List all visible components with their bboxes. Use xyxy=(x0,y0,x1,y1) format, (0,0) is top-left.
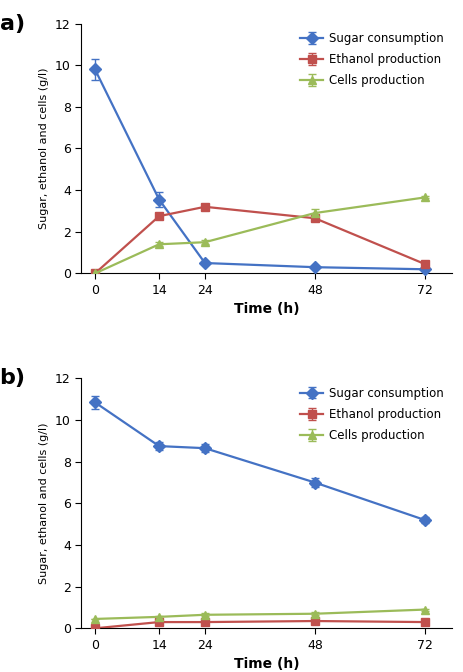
X-axis label: Time (h): Time (h) xyxy=(233,302,299,317)
Y-axis label: Sugar, ethanol and cells (g/l): Sugar, ethanol and cells (g/l) xyxy=(39,423,49,584)
Text: a): a) xyxy=(0,13,25,34)
Y-axis label: Sugar, ethanol and cells (g/l): Sugar, ethanol and cells (g/l) xyxy=(39,68,49,229)
X-axis label: Time (h): Time (h) xyxy=(233,657,299,671)
Text: b): b) xyxy=(0,368,25,388)
Legend: Sugar consumption, Ethanol production, Cells production: Sugar consumption, Ethanol production, C… xyxy=(294,382,448,447)
Legend: Sugar consumption, Ethanol production, Cells production: Sugar consumption, Ethanol production, C… xyxy=(294,27,448,92)
